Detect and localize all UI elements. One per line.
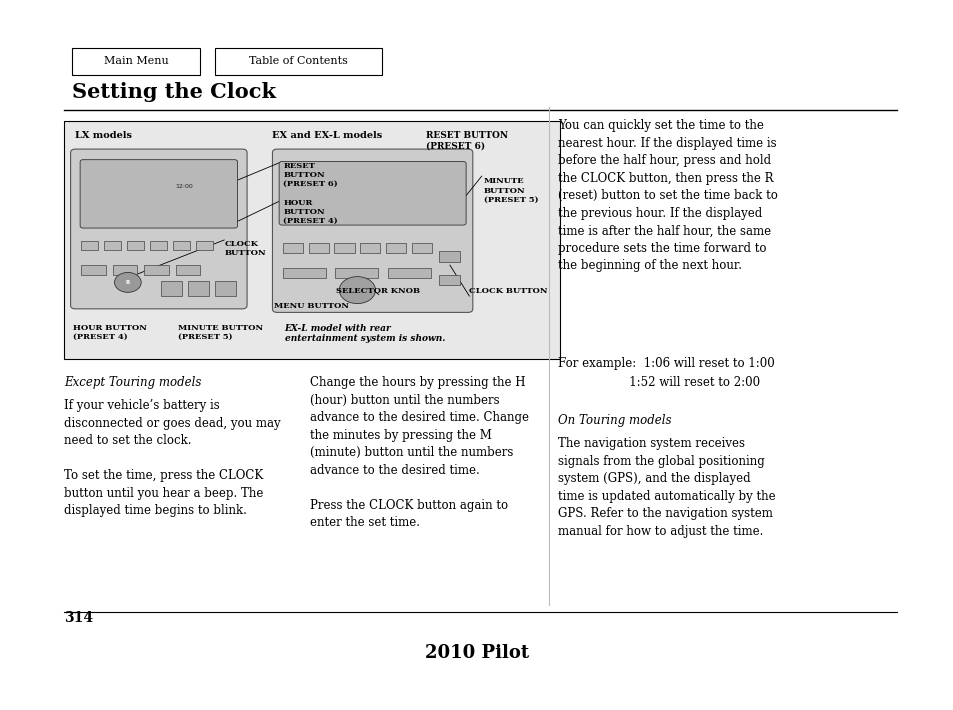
Bar xyxy=(214,280,235,296)
Text: If your vehicle’s battery is
disconnected or goes dead, you may
need to set the : If your vehicle’s battery is disconnecte… xyxy=(64,399,280,517)
Text: Change the hours by pressing the H
(hour) button until the numbers
advance to th: Change the hours by pressing the H (hour… xyxy=(310,376,529,529)
Bar xyxy=(283,244,303,253)
Text: MINUTE
BUTTON
(PRESET 5): MINUTE BUTTON (PRESET 5) xyxy=(483,178,537,204)
Text: EX and EX-L models: EX and EX-L models xyxy=(272,131,382,141)
Text: CLOCK
BUTTON: CLOCK BUTTON xyxy=(224,240,266,257)
Bar xyxy=(335,244,355,253)
Bar xyxy=(104,241,121,251)
FancyBboxPatch shape xyxy=(214,48,381,75)
FancyBboxPatch shape xyxy=(71,149,247,309)
FancyBboxPatch shape xyxy=(80,160,237,228)
Text: RESET BUTTON
(PRESET 6): RESET BUTTON (PRESET 6) xyxy=(426,131,508,151)
Text: HOUR
BUTTON
(PRESET 4): HOUR BUTTON (PRESET 4) xyxy=(283,199,337,225)
Bar xyxy=(309,244,329,253)
Text: 2010 Pilot: 2010 Pilot xyxy=(424,644,529,662)
Text: For example:  1:06 will reset to 1:00
                   1:52 will reset to 2:00: For example: 1:06 will reset to 1:00 1:5… xyxy=(558,357,774,389)
FancyBboxPatch shape xyxy=(273,149,473,312)
Text: SELECTOR KNOB: SELECTOR KNOB xyxy=(335,287,419,295)
Bar xyxy=(388,268,431,278)
Bar xyxy=(412,244,432,253)
Bar xyxy=(112,265,137,275)
Text: MINUTE BUTTON
(PRESET 5): MINUTE BUTTON (PRESET 5) xyxy=(178,324,263,341)
Bar xyxy=(172,241,190,251)
Bar xyxy=(439,275,460,285)
Text: Table of Contents: Table of Contents xyxy=(249,56,347,66)
Bar xyxy=(144,265,169,275)
Bar xyxy=(188,280,209,296)
Bar xyxy=(439,251,460,262)
Bar xyxy=(161,280,182,296)
Bar xyxy=(64,121,559,359)
Circle shape xyxy=(114,273,141,293)
Bar xyxy=(81,241,98,251)
Text: HOUR BUTTON
(PRESET 4): HOUR BUTTON (PRESET 4) xyxy=(73,324,147,341)
FancyBboxPatch shape xyxy=(71,48,200,75)
Text: 314: 314 xyxy=(64,611,93,625)
Text: LX models: LX models xyxy=(75,131,132,141)
Text: CLOCK BUTTON: CLOCK BUTTON xyxy=(469,287,547,295)
Text: MENU BUTTON: MENU BUTTON xyxy=(274,302,349,310)
Text: 12:00: 12:00 xyxy=(174,184,193,189)
Bar xyxy=(195,241,213,251)
Text: You can quickly set the time to the
nearest hour. If the displayed time is
befor: You can quickly set the time to the near… xyxy=(558,119,777,272)
Text: R: R xyxy=(126,280,130,285)
Text: Setting the Clock: Setting the Clock xyxy=(71,82,275,102)
Text: The navigation system receives
signals from the global positioning
system (GPS),: The navigation system receives signals f… xyxy=(558,437,775,538)
Bar xyxy=(386,244,406,253)
Bar xyxy=(360,244,380,253)
Bar xyxy=(127,241,144,251)
Bar xyxy=(175,265,200,275)
Bar xyxy=(150,241,167,251)
Bar xyxy=(81,265,106,275)
Text: Except Touring models: Except Touring models xyxy=(64,376,201,389)
Text: RESET
BUTTON
(PRESET 6): RESET BUTTON (PRESET 6) xyxy=(283,162,337,188)
FancyBboxPatch shape xyxy=(279,161,466,225)
Bar xyxy=(283,268,326,278)
Text: Main Menu: Main Menu xyxy=(104,56,168,66)
Text: EX-L model with rear
entertainment system is shown.: EX-L model with rear entertainment syste… xyxy=(284,324,445,343)
Circle shape xyxy=(339,277,375,304)
Bar xyxy=(335,268,378,278)
Text: On Touring models: On Touring models xyxy=(558,414,671,427)
